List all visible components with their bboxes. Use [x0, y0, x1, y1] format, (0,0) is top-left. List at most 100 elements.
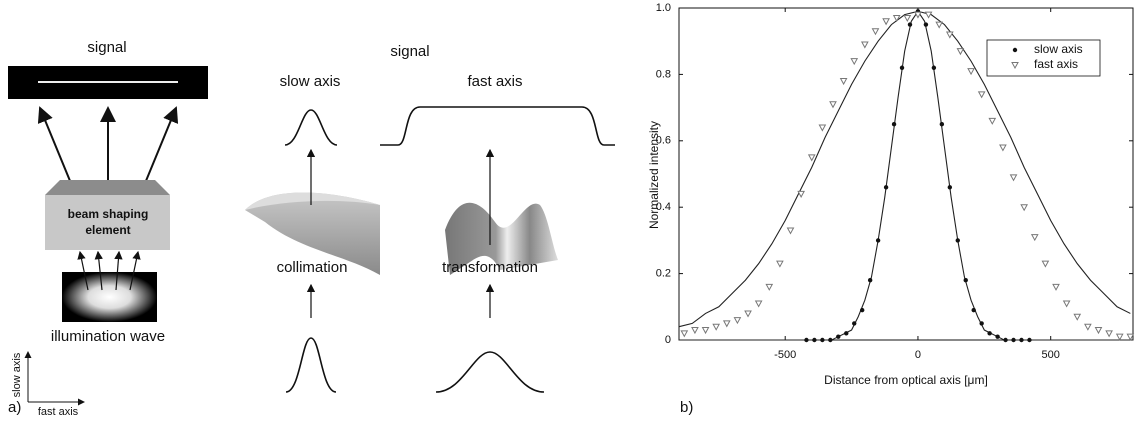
point — [908, 22, 912, 26]
panel-label: a) — [8, 399, 21, 416]
panel-label: b) — [680, 399, 693, 416]
point — [820, 338, 824, 342]
point — [1042, 261, 1048, 267]
point — [809, 155, 815, 161]
point — [948, 185, 952, 189]
point — [703, 328, 709, 334]
x-tick-label: -500 — [774, 349, 796, 361]
point — [745, 311, 751, 317]
legend-label: fast axis — [1034, 57, 1078, 71]
point — [884, 185, 888, 189]
point — [932, 66, 936, 70]
point — [1085, 324, 1091, 330]
point — [995, 334, 999, 338]
point — [883, 19, 889, 25]
point — [852, 321, 856, 325]
label: element — [85, 223, 130, 237]
point — [862, 42, 868, 48]
point — [841, 79, 847, 85]
point — [788, 228, 794, 234]
y-tick-label: 0.2 — [656, 268, 671, 280]
y-tick-label: 1.0 — [656, 2, 671, 14]
point — [844, 331, 848, 335]
point — [1011, 338, 1015, 342]
point — [828, 338, 832, 342]
point — [979, 321, 983, 325]
curve — [436, 352, 544, 392]
point — [1117, 334, 1123, 340]
point — [777, 261, 783, 267]
y-axis-title: Normalized intensity — [647, 121, 661, 229]
point — [947, 32, 953, 38]
panel-a-left: signal beam shaping element illumination… — [8, 39, 208, 418]
point — [819, 125, 825, 131]
point — [798, 191, 804, 197]
label: signal — [390, 43, 429, 60]
element-top — [45, 180, 170, 195]
point — [979, 92, 985, 98]
point — [1003, 338, 1007, 342]
point — [1064, 301, 1070, 307]
point — [900, 66, 904, 70]
label: transformation — [442, 259, 538, 276]
point — [804, 338, 808, 342]
label: signal — [87, 39, 126, 56]
point — [940, 122, 944, 126]
point — [957, 49, 963, 55]
label: collimation — [277, 259, 348, 276]
point — [734, 318, 740, 324]
point — [1106, 331, 1112, 337]
figure: signal beam shaping element illumination… — [0, 0, 1135, 421]
point — [936, 22, 942, 28]
point — [956, 238, 960, 242]
point — [1000, 145, 1006, 151]
curve — [285, 110, 337, 145]
point — [1074, 314, 1080, 320]
point — [1021, 205, 1027, 211]
x-tick-label: 0 — [915, 349, 921, 361]
point — [1027, 338, 1031, 342]
point — [1019, 338, 1023, 342]
point — [1011, 175, 1017, 181]
point — [868, 278, 872, 282]
point — [989, 118, 995, 124]
point — [987, 331, 991, 335]
curve — [380, 107, 615, 145]
point — [872, 29, 878, 35]
point — [766, 284, 772, 290]
point — [812, 338, 816, 342]
point — [836, 334, 840, 338]
label: fast axis — [467, 73, 522, 90]
illumination-beam — [62, 272, 157, 322]
legend-label: slow axis — [1034, 42, 1083, 56]
point — [830, 102, 836, 108]
point — [876, 238, 880, 242]
label: slow axis — [280, 73, 341, 90]
legend-marker — [1013, 48, 1017, 52]
point — [1095, 328, 1101, 334]
y-tick-label: 0.8 — [656, 68, 671, 80]
point — [860, 308, 864, 312]
point — [681, 331, 687, 337]
point — [1127, 334, 1133, 340]
point — [972, 308, 976, 312]
point — [851, 59, 857, 65]
x-tick-label: 500 — [1042, 349, 1060, 361]
point — [692, 328, 698, 334]
label: illumination wave — [51, 328, 165, 345]
point — [756, 301, 762, 307]
point — [924, 22, 928, 26]
point — [904, 15, 910, 20]
point — [892, 122, 896, 126]
label: fast axis — [38, 406, 79, 418]
point — [724, 321, 730, 327]
curve — [286, 338, 336, 392]
label: beam shaping — [68, 207, 149, 221]
point — [968, 69, 974, 75]
point — [964, 278, 968, 282]
point — [713, 324, 719, 330]
label: slow axis — [11, 352, 23, 397]
y-tick-label: 0 — [665, 334, 671, 346]
x-axis-title: Distance from optical axis [μm] — [824, 373, 988, 387]
